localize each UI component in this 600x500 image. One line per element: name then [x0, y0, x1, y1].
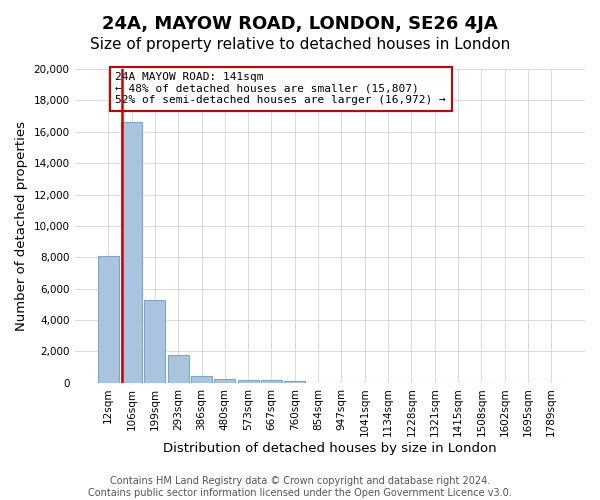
Text: Contains HM Land Registry data © Crown copyright and database right 2024.
Contai: Contains HM Land Registry data © Crown c… [88, 476, 512, 498]
Bar [214, 379, 235, 383]
Bar [284, 382, 305, 383]
Text: 24A MAYOW ROAD: 141sqm
← 48% of detached houses are smaller (15,807)
52% of semi: 24A MAYOW ROAD: 141sqm ← 48% of detached… [115, 72, 446, 106]
Text: 24A, MAYOW ROAD, LONDON, SE26 4JA: 24A, MAYOW ROAD, LONDON, SE26 4JA [102, 15, 498, 33]
Bar [168, 356, 188, 383]
Bar [191, 376, 212, 383]
X-axis label: Distribution of detached houses by size in London: Distribution of detached houses by size … [163, 442, 497, 455]
Bar [98, 256, 119, 383]
Text: Size of property relative to detached houses in London: Size of property relative to detached ho… [90, 38, 510, 52]
Bar [121, 122, 142, 383]
Y-axis label: Number of detached properties: Number of detached properties [15, 121, 28, 331]
Bar [238, 380, 259, 383]
Bar [261, 380, 282, 383]
Bar [145, 300, 166, 383]
